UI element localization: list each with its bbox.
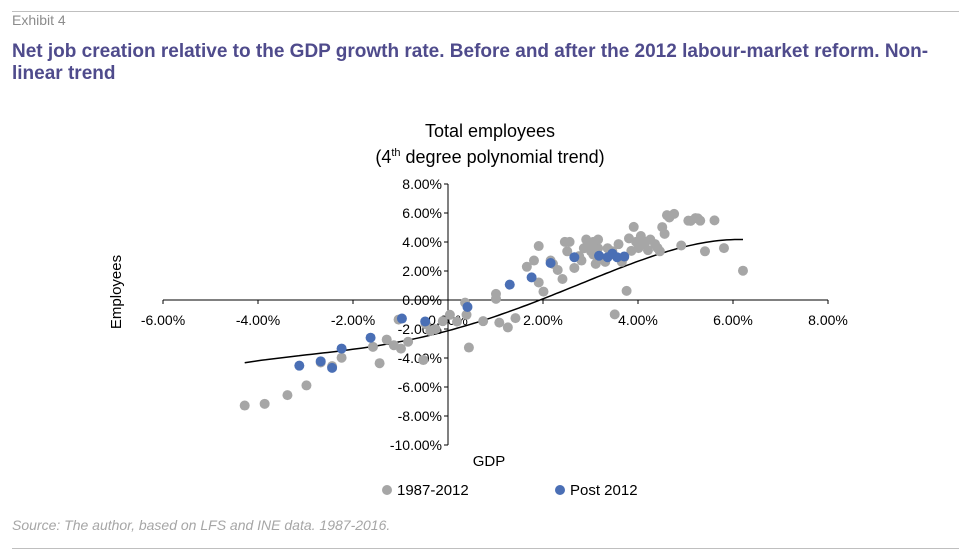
page-title: Net job creation relative to the GDP gro… — [12, 41, 929, 84]
chart-title: Total employees (4th degree polynomial t… — [300, 120, 680, 168]
point-1987-2012 — [444, 309, 455, 320]
point-1987-2012 — [609, 309, 620, 320]
tick-labels: -6.00% -4.00% -2.00% 0.00% 2.00% 4.00% 6.00% 8.… — [141, 176, 848, 453]
y-tick-label: 4.00% — [402, 234, 442, 250]
point-1987-2012 — [403, 336, 414, 347]
y-tick-label: 2.00% — [402, 263, 442, 279]
legend-label-1987-2012: 1987-2012 — [397, 482, 469, 499]
point-1987-2012 — [533, 277, 544, 288]
chart-title-line1: Total employees — [424, 121, 556, 141]
point-1987-2012 — [490, 288, 501, 299]
point-1987-2012 — [463, 342, 474, 353]
point-1987-2012 — [699, 246, 710, 257]
x-tick-label: -2.00% — [331, 312, 375, 328]
x-tick-label: 8.00% — [808, 312, 848, 328]
x-tick-label: -6.00% — [141, 312, 185, 328]
point-post-2012 — [619, 251, 630, 262]
point-post-2012 — [294, 360, 305, 371]
point-1987-2012 — [695, 215, 706, 226]
point-post-2012 — [336, 343, 347, 354]
point-post-2012 — [365, 332, 376, 343]
chart-title-line2: (4th degree polynomial trend) — [375, 147, 605, 167]
x-tick-label: 4.00% — [618, 312, 658, 328]
point-1987-2012 — [510, 313, 521, 324]
point-1987-2012 — [521, 261, 532, 272]
point-1987-2012 — [654, 246, 665, 257]
point-1987-2012 — [628, 221, 639, 232]
y-tick-label: -8.00% — [398, 408, 442, 424]
point-1987-2012 — [562, 246, 573, 257]
x-tick-label: 6.00% — [713, 312, 753, 328]
legend-marker-1987-2012 — [382, 485, 392, 495]
point-1987-2012 — [494, 317, 505, 328]
point-1987-2012 — [676, 240, 687, 251]
y-tick-label: 8.00% — [402, 176, 442, 192]
x-tick-label: -4.00% — [236, 312, 280, 328]
bottom-rule — [12, 548, 959, 549]
point-1987-2012 — [367, 341, 378, 352]
point-post-2012 — [462, 301, 473, 312]
exhibit-label: Exhibit 4 — [12, 12, 66, 28]
point-1987-2012 — [528, 255, 539, 266]
point-1987-2012 — [452, 316, 463, 327]
point-1987-2012 — [621, 285, 632, 296]
point-1987-2012 — [478, 316, 489, 327]
point-1987-2012 — [301, 380, 312, 391]
point-1987-2012 — [239, 400, 250, 411]
x-axis-label: GDP — [473, 453, 506, 470]
point-1987-2012 — [282, 390, 293, 401]
point-1987-2012 — [381, 334, 392, 345]
point-1987-2012 — [642, 245, 653, 256]
point-1987-2012 — [564, 236, 575, 247]
y-tick-label: -10.00% — [390, 437, 442, 453]
point-1987-2012 — [669, 208, 680, 219]
point-1987-2012 — [709, 215, 720, 226]
source-note: Source: The author, based on LFS and INE… — [12, 517, 391, 533]
point-1987-2012 — [533, 241, 544, 252]
point-1987-2012 — [374, 358, 385, 369]
point-1987-2012 — [569, 262, 580, 273]
point-1987-2012 — [659, 228, 670, 239]
point-1987-2012 — [425, 326, 436, 337]
point-1987-2012 — [395, 343, 406, 354]
point-1987-2012 — [461, 309, 472, 320]
point-1987-2012 — [590, 258, 601, 269]
point-1987-2012 — [557, 273, 568, 284]
point-post-2012 — [327, 362, 338, 373]
point-1987-2012 — [502, 322, 513, 333]
point-1987-2012 — [336, 352, 347, 363]
point-1987-2012 — [737, 265, 748, 276]
point-1987-2012 — [259, 398, 270, 409]
point-post-2012 — [594, 250, 605, 261]
point-1987-2012 — [613, 239, 624, 250]
point-1987-2012 — [538, 286, 549, 297]
point-1987-2012 — [437, 316, 448, 327]
point-post-2012 — [504, 279, 515, 290]
series-1987-2012-points — [239, 208, 748, 411]
point-post-2012 — [526, 272, 537, 283]
point-1987-2012 — [552, 264, 563, 275]
point-post-2012 — [569, 252, 580, 263]
y-tick-label: 0.00% — [402, 292, 442, 308]
point-1987-2012 — [585, 246, 596, 257]
point-post-2012 — [396, 313, 407, 324]
y-axis-label: Employees — [108, 255, 125, 329]
point-1987-2012 — [593, 234, 604, 245]
point-post-2012 — [315, 356, 326, 367]
point-1987-2012 — [718, 243, 729, 254]
legend-marker-post-2012 — [555, 485, 565, 495]
legend: 1987-2012 Post 2012 — [382, 482, 638, 499]
y-tick-label: -6.00% — [398, 379, 442, 395]
y-tick-label: 6.00% — [402, 205, 442, 221]
point-post-2012 — [420, 316, 431, 327]
top-rule — [12, 11, 959, 12]
legend-label-post-2012: Post 2012 — [570, 482, 638, 499]
x-tick-label: 2.00% — [523, 312, 563, 328]
series-post-2012-points — [294, 248, 630, 373]
point-1987-2012 — [418, 355, 429, 366]
point-post-2012 — [545, 258, 556, 269]
